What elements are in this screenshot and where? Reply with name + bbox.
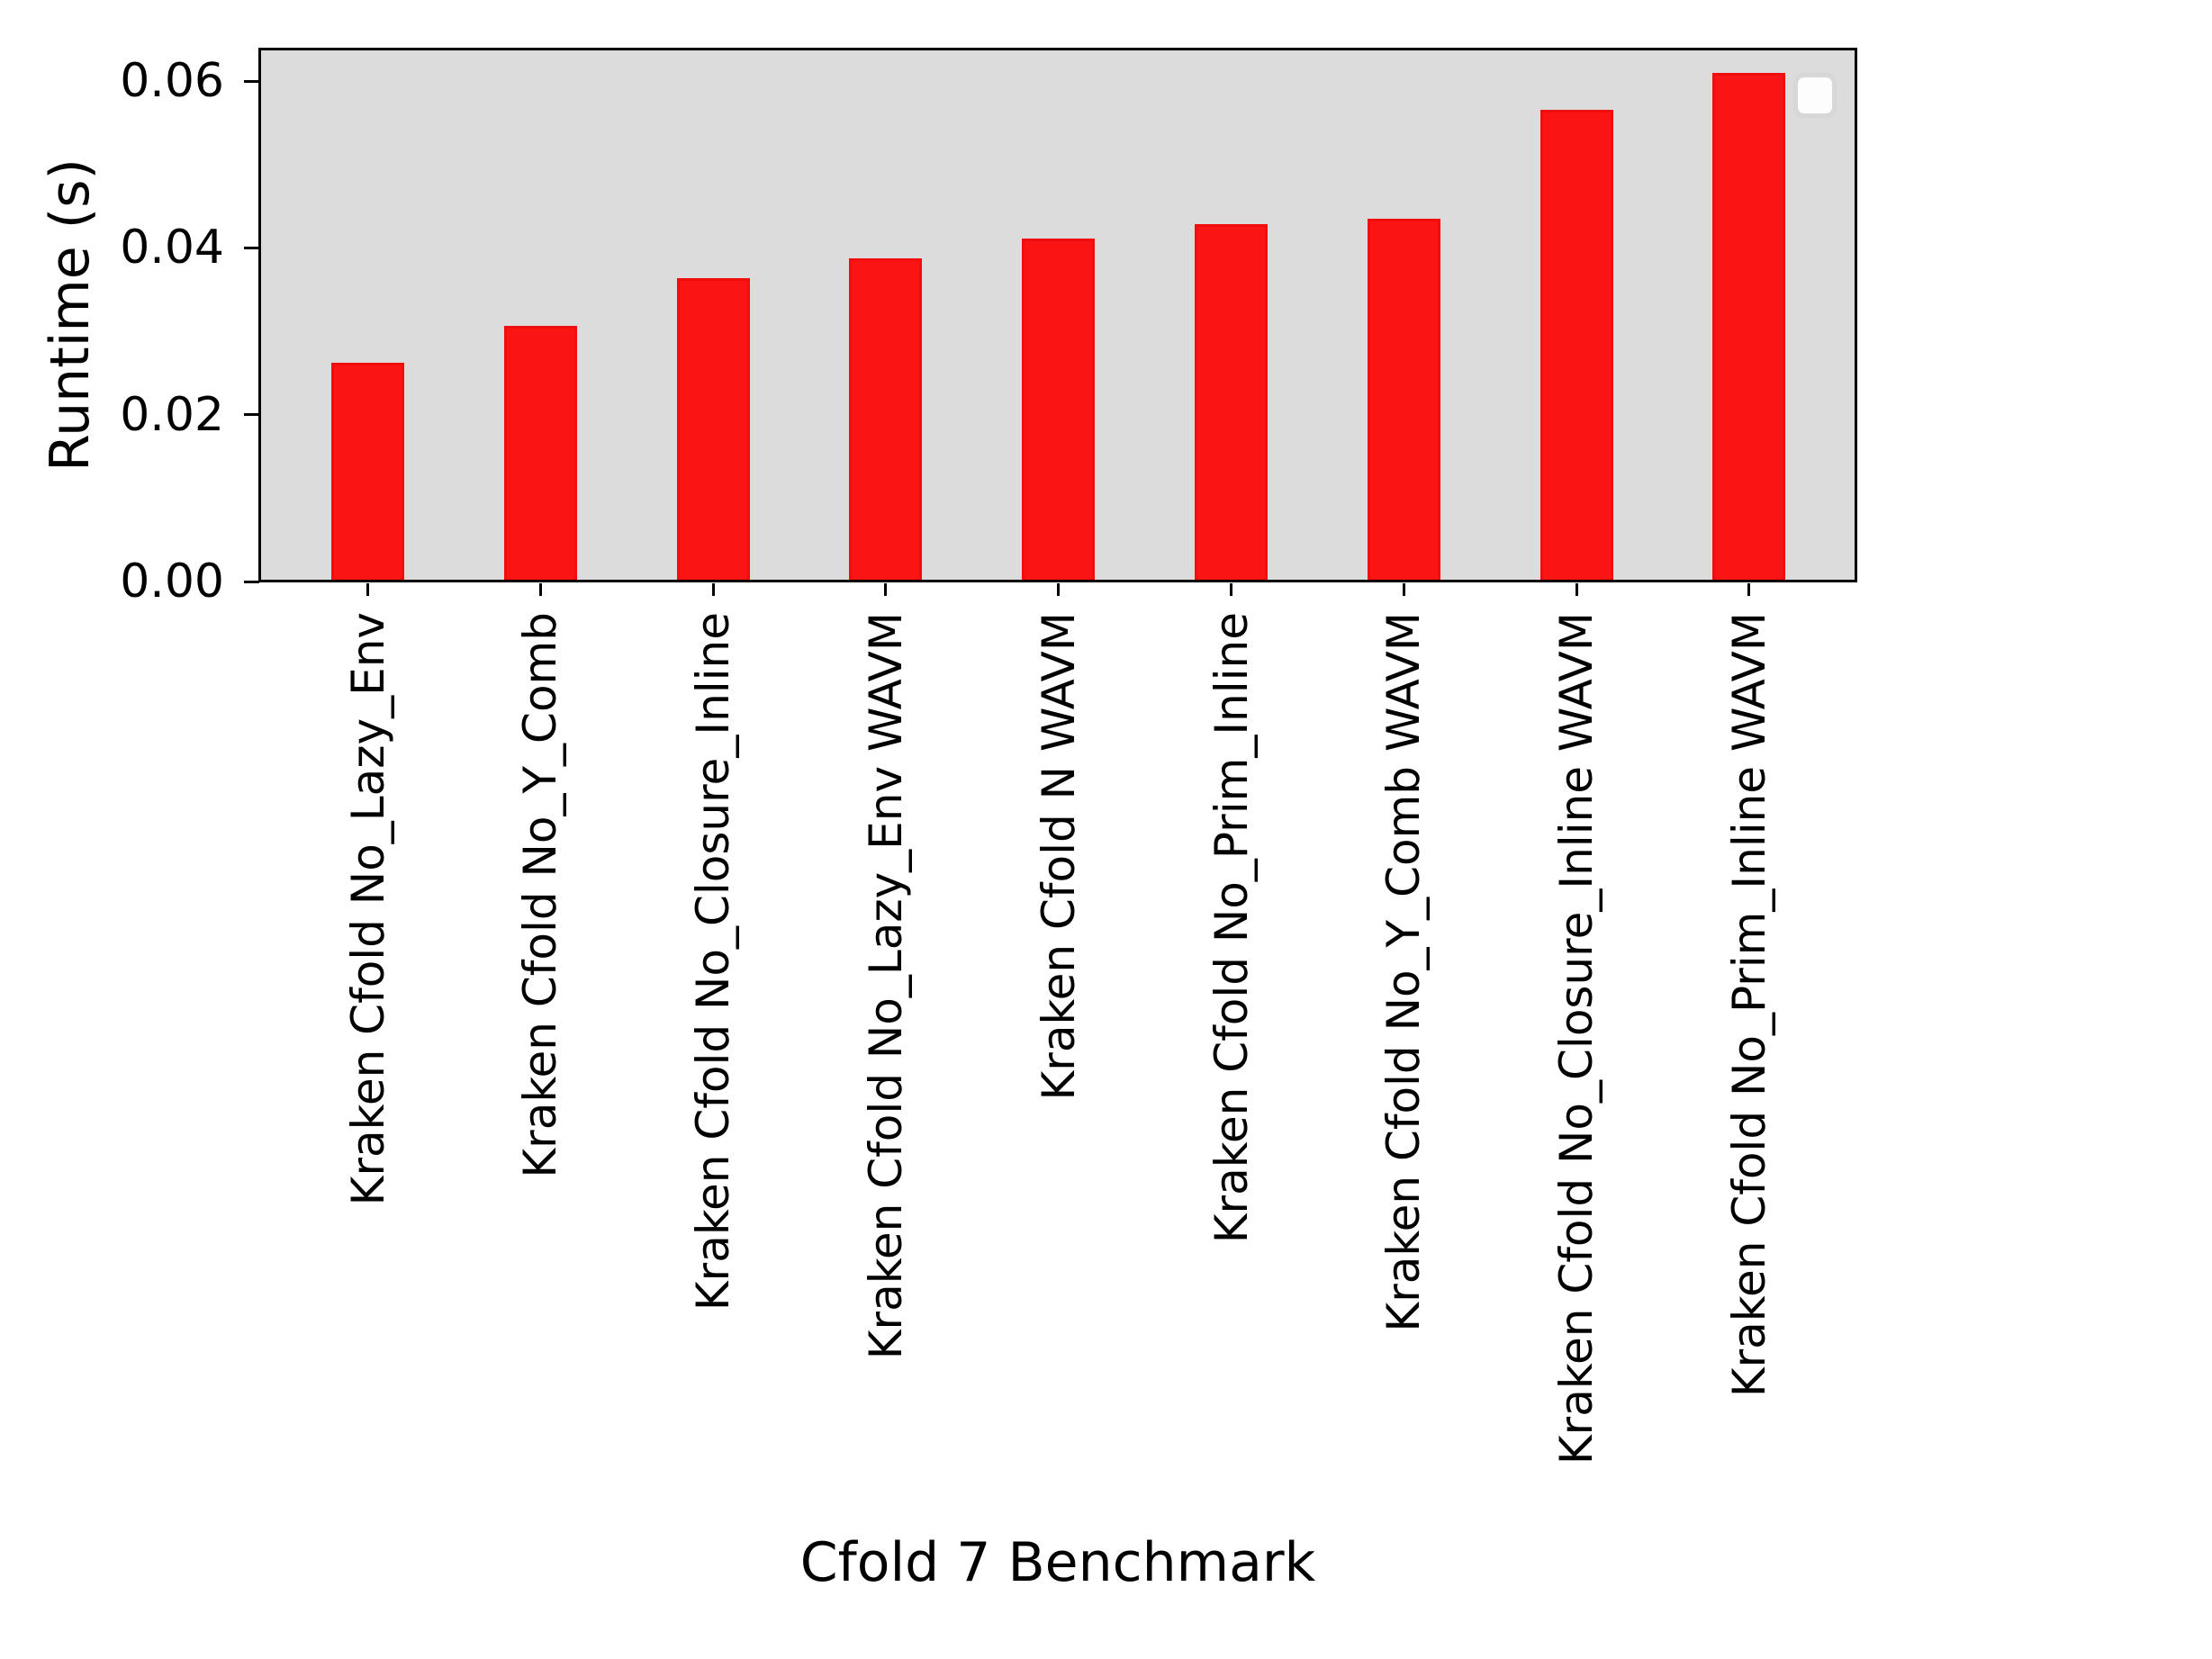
x-tick-4 [1057, 583, 1061, 596]
bar-3 [849, 258, 923, 582]
x-tick-5 [1230, 583, 1232, 596]
y-tick-label-2: 0.04 [120, 221, 224, 275]
x-tick-label-4: Kraken Cfold N WAVM [1032, 612, 1085, 1101]
bar-8 [1712, 73, 1786, 582]
top-spine [258, 48, 1857, 50]
bar-1 [503, 326, 577, 582]
x-tick-8 [1747, 583, 1751, 596]
bar-6 [1367, 219, 1440, 582]
bar-7 [1539, 110, 1613, 582]
y-tick-label-0: 0.00 [120, 555, 224, 609]
y-tick-label-3: 0.06 [120, 54, 224, 109]
x-tick-label-6: Kraken Cfold No_Y_Comb WAVM [1377, 612, 1431, 1332]
x-tick-3 [884, 583, 888, 596]
x-tick-label-7: Kraken Cfold No_Closure_Inline WAVM [1550, 612, 1603, 1465]
y-tick-0 [244, 580, 259, 583]
x-tick-0 [366, 583, 369, 596]
y-tick-1 [244, 413, 259, 417]
x-tick-label-3: Kraken Cfold No_Lazy_Env WAVM [859, 612, 912, 1360]
x-tick-1 [538, 583, 542, 596]
x-tick-2 [711, 583, 715, 596]
y-tick-label-1: 0.02 [120, 387, 224, 442]
y-tick-3 [244, 79, 259, 83]
bar-5 [1195, 224, 1268, 582]
bar-2 [676, 278, 750, 582]
x-tick-7 [1575, 583, 1578, 596]
x-tick-label-5: Kraken Cfold No_Prim_Inline [1205, 612, 1258, 1244]
x-tick-label-0: Kraken Cfold No_Lazy_Env [341, 612, 394, 1206]
x-tick-label-1: Kraken Cfold No_Y_Comb [514, 612, 567, 1178]
bar-0 [331, 363, 404, 582]
right-spine [1855, 48, 1857, 582]
y-axis-line [258, 48, 261, 582]
x-axis-line [258, 580, 1857, 582]
x-tick-6 [1402, 583, 1405, 596]
x-tick-label-2: Kraken Cfold No_Closure_Inline [687, 612, 740, 1312]
x-tick-label-8: Kraken Cfold No_Prim_Inline WAVM [1722, 612, 1775, 1398]
bar-4 [1022, 239, 1096, 582]
x-axis-label: Cfold 7 Benchmark [799, 1531, 1316, 1594]
y-axis-label: Runtime (s) [39, 158, 102, 472]
y-tick-2 [244, 246, 259, 249]
legend-empty-box [1795, 75, 1835, 116]
